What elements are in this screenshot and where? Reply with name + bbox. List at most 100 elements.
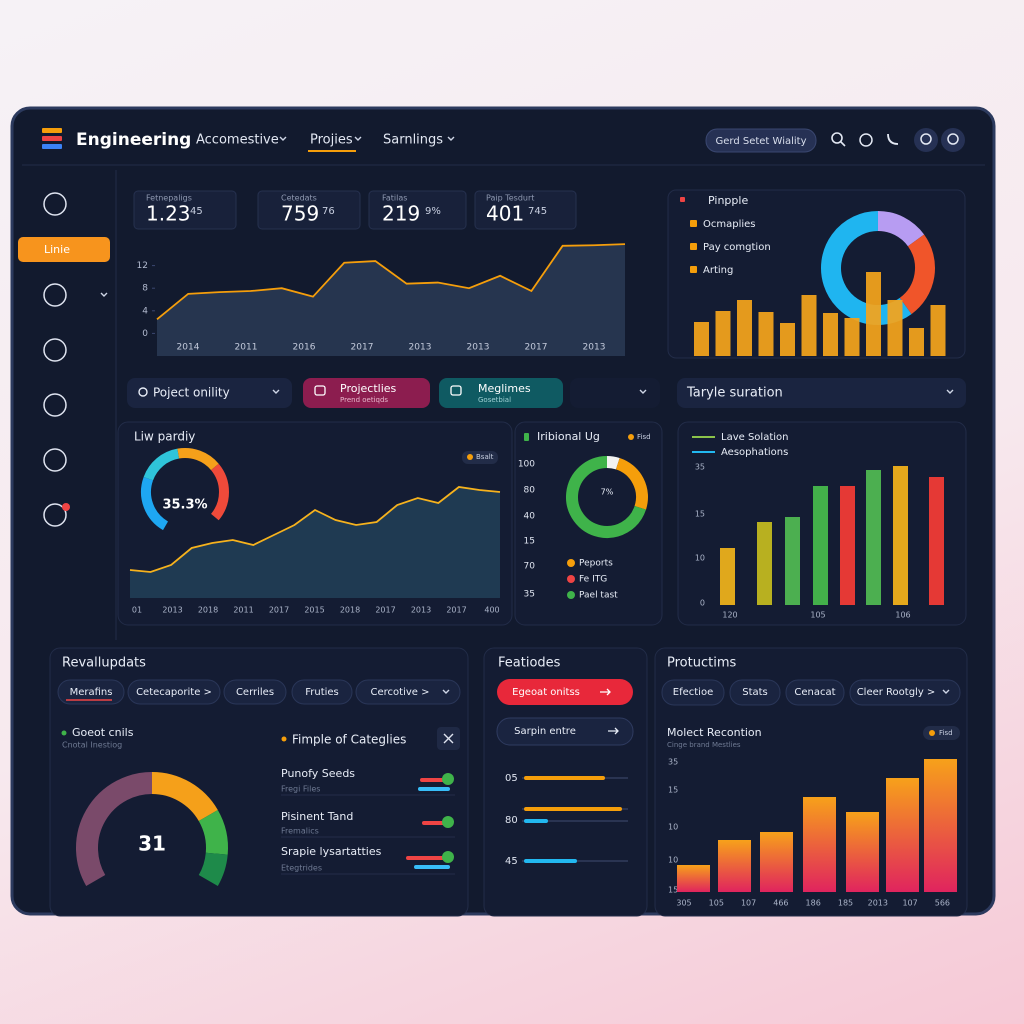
tab[interactable] (355, 679, 461, 705)
tab[interactable] (785, 679, 845, 706)
slider-knob[interactable] (442, 816, 454, 828)
chart-title: Molect Recontion (667, 726, 762, 739)
tab[interactable] (849, 679, 961, 706)
legend-label: Fe ITG (579, 575, 607, 585)
dropdown[interactable] (439, 378, 563, 408)
logo (42, 128, 62, 133)
x-tick-label: 2017 (351, 343, 374, 353)
x-tick-label: 2013 (162, 606, 182, 615)
slider-knob[interactable] (442, 851, 454, 863)
y-tick-label: 8 (142, 284, 148, 294)
x-tick-label: 466 (773, 899, 788, 908)
tab[interactable] (661, 679, 725, 706)
bar (823, 313, 838, 356)
dropdown-label: Taryle suration (686, 386, 783, 401)
icon-button[interactable] (914, 128, 938, 152)
dropdown[interactable] (303, 378, 430, 408)
legend-label: Peports (579, 559, 613, 569)
bar (757, 522, 772, 605)
button-label: Sarpin entre (514, 726, 576, 737)
card (483, 647, 648, 917)
tab-label: Cenacat (794, 687, 835, 698)
card-title: Protuctims (667, 656, 736, 671)
sidebar-icon[interactable] (43, 503, 67, 527)
button[interactable] (497, 679, 633, 705)
icon-phone[interactable] (887, 133, 899, 145)
x-tick-label: 2011 (235, 343, 258, 353)
bar (909, 328, 924, 356)
nav-item[interactable]: Sarnlings (383, 133, 443, 148)
tab[interactable] (57, 679, 125, 705)
row-label: 80 (505, 815, 518, 826)
button[interactable] (496, 717, 634, 746)
gauge-value: 31 (138, 832, 166, 856)
card-title: Revallupdats (62, 656, 146, 671)
icon-users[interactable] (859, 133, 873, 147)
axis-label: 15 (524, 537, 535, 547)
tab[interactable] (291, 679, 353, 705)
dropdown-label: Projectlies (340, 382, 397, 395)
stat-value: 219 (382, 202, 420, 226)
nav-item[interactable]: Projies (310, 133, 353, 148)
progress-bar (524, 776, 605, 780)
slider-bar (414, 865, 450, 869)
dropdown-sub: Gosetbial (478, 396, 511, 404)
gauge-arc (210, 463, 229, 521)
badge-dot (467, 454, 473, 460)
sidebar-button[interactable] (18, 237, 110, 262)
tag-dot (628, 434, 634, 440)
y-tick-label: 12 (137, 261, 148, 271)
dropdown[interactable] (677, 378, 966, 408)
donut-segment (615, 458, 648, 510)
icon-search[interactable] (831, 132, 843, 144)
sidebar-icon[interactable] (43, 338, 67, 362)
x-tick-label: 2014 (177, 343, 200, 353)
title-dot (281, 736, 287, 742)
nav-item[interactable]: Accomestive (196, 133, 279, 148)
brand: Engineering (76, 130, 191, 150)
dropdown[interactable] (570, 378, 660, 408)
tab[interactable] (223, 679, 287, 705)
sidebar-icon[interactable] (43, 393, 67, 417)
search-box[interactable] (705, 128, 817, 153)
tab[interactable] (729, 679, 781, 706)
x-tick-label: 2013 (583, 343, 606, 353)
row-label: 05 (505, 773, 518, 784)
tab-label: Cleer Rootgly > (857, 687, 936, 698)
subtitle: Goeot cnils (72, 726, 134, 739)
stat-suffix: 76 (322, 206, 335, 217)
dropdown[interactable] (127, 378, 292, 408)
card-title: Featiodes (498, 656, 561, 671)
axis-label: 10 (668, 856, 678, 865)
icon (314, 385, 326, 396)
caption: Cnotal Inestiog (62, 741, 122, 750)
y-tick-label: 0 (142, 329, 148, 339)
icon (524, 433, 529, 441)
chevron (272, 389, 280, 394)
legend-dot (567, 575, 575, 583)
tab[interactable] (127, 679, 221, 705)
gauge-arc (151, 772, 218, 822)
tab-label: Merafins (70, 687, 113, 698)
x-tick-label: 107 (741, 899, 756, 908)
progress-bar (524, 807, 622, 811)
icon-button[interactable] (941, 128, 965, 152)
axis-label: 10 (695, 554, 705, 563)
chevron (946, 389, 954, 394)
slider-knob[interactable] (442, 773, 454, 785)
stat-value: 401 (486, 202, 524, 226)
stat-value: 759 (281, 202, 319, 226)
tab-label: Efectioe (673, 687, 713, 698)
sidebar-icon[interactable] (43, 448, 67, 472)
bar (715, 311, 731, 356)
x-tick-label: 566 (935, 899, 950, 908)
sidebar-icon[interactable] (43, 283, 67, 307)
x-tick-label: 2013 (868, 899, 888, 908)
arrow (608, 727, 619, 735)
legend-label: Pay comgtion (703, 242, 771, 253)
legend-label: Arting (703, 265, 733, 276)
badge-label: Bsalt (476, 453, 494, 461)
axis-label: 15 (668, 886, 678, 895)
trend-line (156, 243, 626, 320)
sidebar-icon[interactable] (43, 192, 67, 216)
